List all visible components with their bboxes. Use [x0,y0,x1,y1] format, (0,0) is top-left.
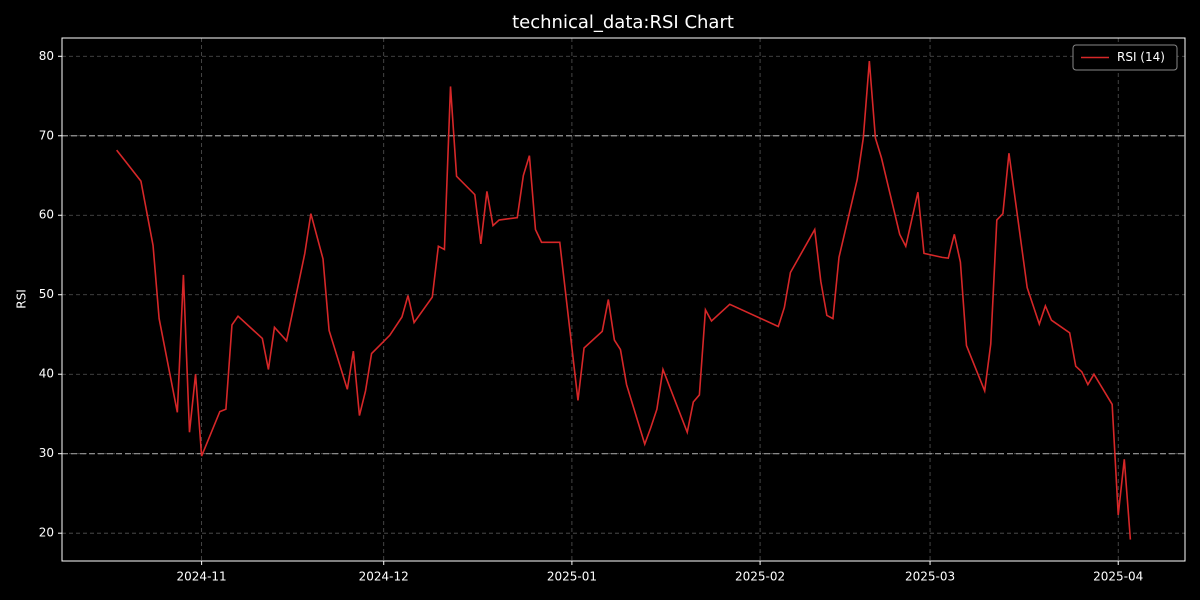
x-tick-label: 2024-12 [359,570,409,584]
y-tick-label: 60 [39,208,54,222]
y-tick-label: 70 [39,128,54,142]
x-tick-label: 2025-03 [905,570,955,584]
y-tick-label: 20 [39,526,54,540]
legend-box [1072,44,1178,71]
x-tick-label: 2025-01 [547,570,597,584]
x-tick-label: 2025-04 [1093,570,1143,584]
legend: RSI (14) [1072,44,1178,71]
x-tick-label: 2024-11 [177,570,227,584]
y-tick-label: 80 [39,49,54,63]
plot-frame [61,37,1186,562]
y-axis-label: RSI [15,289,29,309]
y-tick-label: 50 [39,287,54,301]
y-tick-label: 40 [39,367,54,381]
y-tick-label: 30 [39,446,54,460]
x-tick-label: 2025-02 [735,570,785,584]
chart-title: technical_data:RSI Chart [512,12,734,33]
legend-label: RSI (14) [1117,50,1165,64]
line-series [116,60,1132,540]
